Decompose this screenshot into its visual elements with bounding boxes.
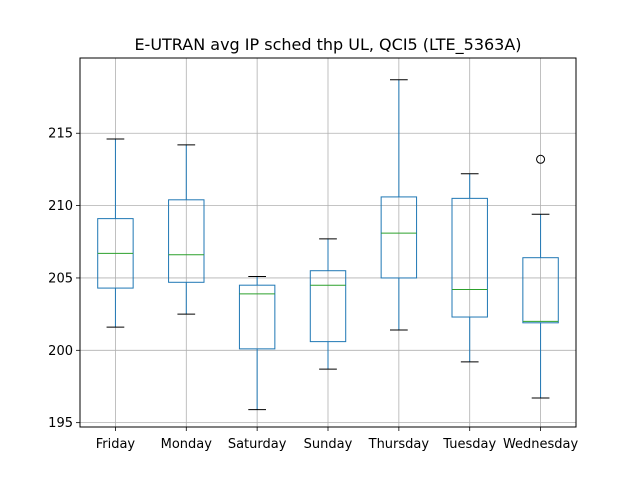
box-body [451,197,488,318]
x-tick-label: Tuesday [442,437,496,452]
y-tick-label: 210 [48,199,73,214]
box-wednesday [522,154,559,399]
x-tick-label: Wednesday [503,437,579,452]
x-tick-label: Friday [96,437,136,452]
x-tick-label: Saturday [228,437,287,452]
box-sunday [309,238,347,370]
outlier-point [536,154,546,164]
y-tick-label: 195 [48,416,73,431]
y-tick-label: 215 [48,127,73,142]
y-tick-label: 200 [48,344,73,359]
y-tick-label: 205 [48,271,73,286]
box-thursday [380,79,418,331]
chart-title: E-UTRAN avg IP sched thp UL, QCI5 (LTE_5… [134,35,521,55]
x-tick-label: Thursday [368,437,430,452]
box-body [168,199,205,283]
axis-ticks: 195 200 205 210 215 Friday Monday Saturday Sunda… [48,127,578,452]
x-tick-label: Monday [161,437,213,452]
x-tick-label: Sunday [304,437,353,452]
boxes [97,79,559,411]
box-monday [168,144,205,315]
box-body [380,196,418,279]
box-body [238,284,276,350]
box-saturday [238,276,276,411]
box-friday [97,138,134,328]
box-body [309,270,347,343]
box-body [522,257,559,324]
box-tuesday [451,173,488,363]
